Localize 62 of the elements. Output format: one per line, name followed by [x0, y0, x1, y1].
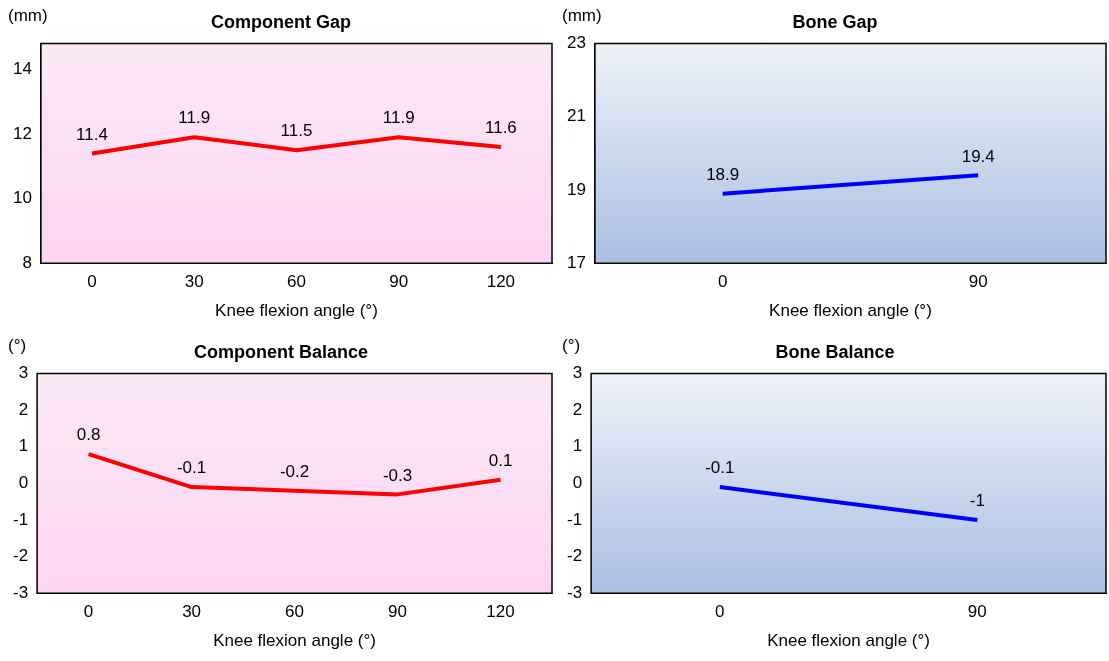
data-label: -0.1 — [705, 458, 735, 478]
y-axis-title: (mm) — [562, 6, 602, 26]
data-label: 11.4 — [76, 124, 108, 144]
x-tick-label: 0 — [87, 272, 97, 292]
data-label: 18.9 — [706, 164, 740, 184]
y-tick-label: 14 — [12, 59, 32, 79]
data-label: 19.4 — [961, 146, 995, 166]
y-tick-label: 2 — [18, 399, 29, 419]
data-label: -1 — [969, 491, 985, 511]
y-tick-label: 0 — [572, 473, 583, 493]
y-tick-label: 10 — [12, 188, 32, 208]
data-label: 11.5 — [280, 121, 313, 141]
x-tick-label: 90 — [967, 602, 987, 622]
chart-title: Component Gap — [211, 11, 351, 32]
data-label: 11.9 — [178, 108, 211, 128]
x-tick-label: 90 — [389, 272, 409, 292]
y-tick-label: 17 — [566, 252, 586, 272]
x-tick-label: 90 — [388, 602, 407, 622]
y-axis-title: (°) — [8, 336, 27, 356]
y-tick-label: 12 — [12, 123, 32, 143]
y-tick-label: -1 — [12, 509, 29, 529]
x-tick-label: 60 — [286, 272, 306, 292]
y-tick-label: 21 — [566, 106, 586, 126]
y-axis-title: (mm) — [8, 6, 48, 26]
chart-title: Bone Gap — [792, 11, 878, 32]
x-tick-label: 60 — [285, 602, 305, 622]
y-tick-label: 2 — [572, 399, 583, 419]
chart-title: Component Balance — [193, 341, 369, 362]
y-axis-title: (°) — [562, 336, 581, 356]
y-tick-label: -1 — [566, 509, 583, 529]
y-tick-label: -2 — [566, 546, 583, 566]
x-tick-label: 90 — [968, 272, 988, 292]
chart-title: Bone Balance — [775, 341, 895, 362]
y-tick-label: 23 — [566, 33, 586, 53]
x-tick-label: 30 — [184, 272, 204, 292]
y-tick-label: 19 — [566, 179, 586, 199]
y-tick-label: -3 — [566, 582, 583, 602]
data-label: 0.1 — [488, 450, 513, 470]
y-tick-label: 1 — [18, 436, 29, 456]
x-axis-title: Knee flexion angle (°) — [769, 301, 932, 321]
x-axis-title: Knee flexion angle (°) — [767, 631, 930, 651]
x-tick-label: 0 — [715, 602, 725, 622]
x-axis-title: Knee flexion angle (°) — [215, 301, 378, 321]
x-tick-label: 120 — [486, 272, 516, 292]
data-label: -0.2 — [279, 461, 310, 481]
y-tick-label: -3 — [12, 582, 29, 602]
x-tick-label: 0 — [717, 272, 728, 292]
y-tick-label: 3 — [572, 363, 583, 383]
y-tick-label: 3 — [18, 363, 29, 383]
data-label: -0.3 — [382, 465, 413, 485]
data-label: 0.8 — [76, 425, 101, 445]
x-axis-title: Knee flexion angle (°) — [213, 631, 376, 651]
x-tick-label: 0 — [83, 602, 94, 622]
y-tick-label: -2 — [12, 546, 29, 566]
x-tick-label: 30 — [182, 602, 202, 622]
x-tick-label: 120 — [486, 602, 515, 622]
y-tick-label: 1 — [572, 436, 583, 456]
y-tick-label: 0 — [18, 473, 29, 493]
y-tick-label: 8 — [22, 252, 32, 272]
data-label: 11.6 — [484, 118, 517, 138]
data-label: 11.9 — [382, 108, 415, 128]
data-label: -0.1 — [176, 458, 207, 478]
